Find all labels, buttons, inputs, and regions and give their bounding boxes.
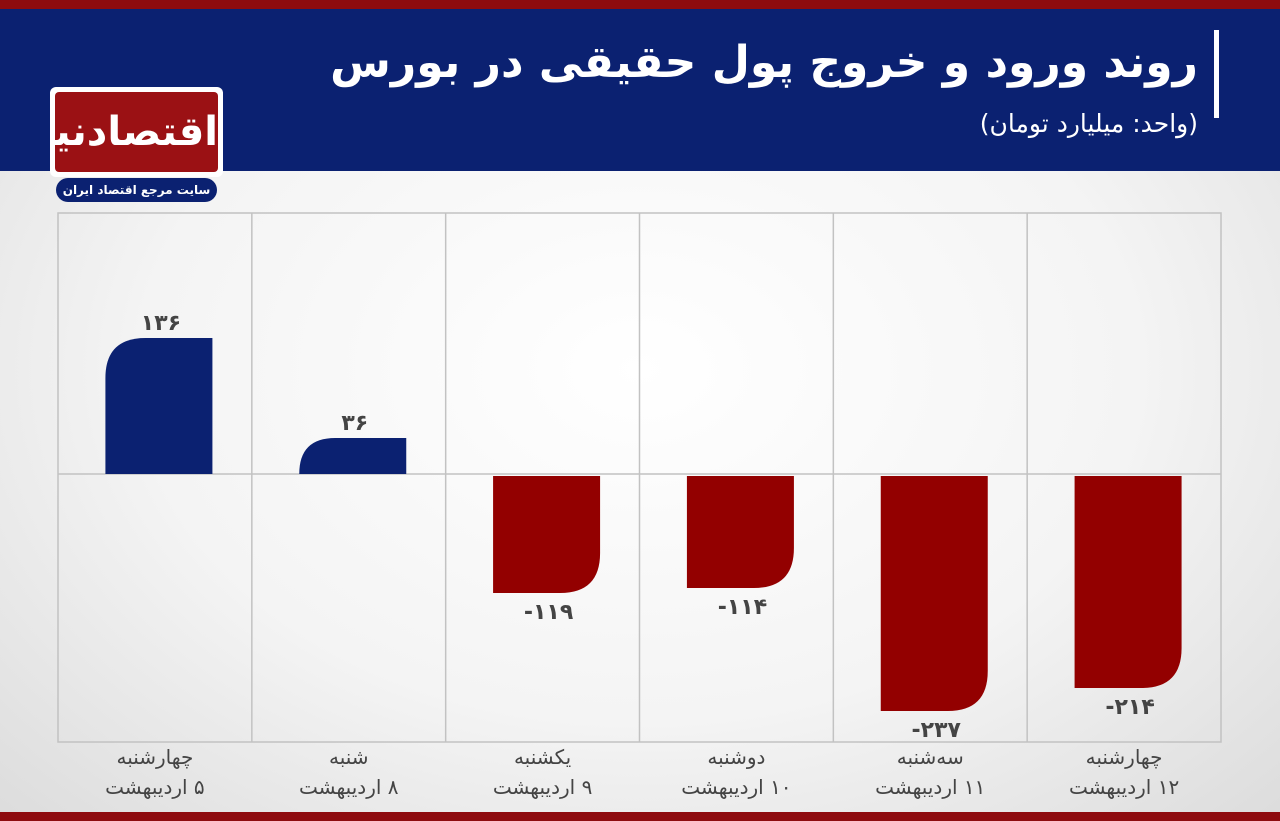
logo: اقتصادنیوز [50,87,223,177]
logo-tagline: سایت مرجع اقتصاد ایران [56,178,217,202]
x-tick-label: چهارشنبه [1086,745,1163,769]
logo-wordmark: اقتصادنیوز [55,92,218,172]
data-label: ۳۶ [341,411,368,436]
data-label: -۲۱۴ [1105,695,1154,720]
bar [1074,476,1182,688]
chart-title: روند ورود و خروج پول حقیقی در بورس [330,37,1198,88]
x-tick-label: سه‌شنبه [897,745,964,769]
data-label: -۲۳۷ [912,718,962,743]
data-label: ۱۳۶ [141,311,181,336]
top-accent-stripe [0,0,1280,9]
x-tick-label: ۵ اردیبهشت [105,775,205,799]
bar [105,338,213,474]
bar [299,438,407,474]
x-tick-label: ۱۱ اردیبهشت [875,775,985,799]
bar [686,476,794,588]
data-label: -۱۱۴ [718,595,767,620]
x-tick-label: ۸ اردیبهشت [299,775,399,799]
bar [880,476,988,711]
x-tick-label: یکشنبه [514,745,571,769]
x-tick-label: شنبه [329,745,369,769]
chart-subtitle: (واحد: میلیارد تومان) [979,109,1198,138]
bottom-accent-stripe [0,812,1280,821]
x-tick-label: ۱۰ اردیبهشت [681,775,791,799]
x-tick-label: ۱۲ اردیبهشت [1069,775,1179,799]
x-tick-label: دوشنبه [707,745,765,769]
bar [493,476,601,593]
x-tick-label: ۹ اردیبهشت [493,775,593,799]
title-divider [1214,30,1219,118]
data-label: -۱۱۹ [524,600,573,625]
x-tick-label: چهارشنبه [116,745,193,769]
